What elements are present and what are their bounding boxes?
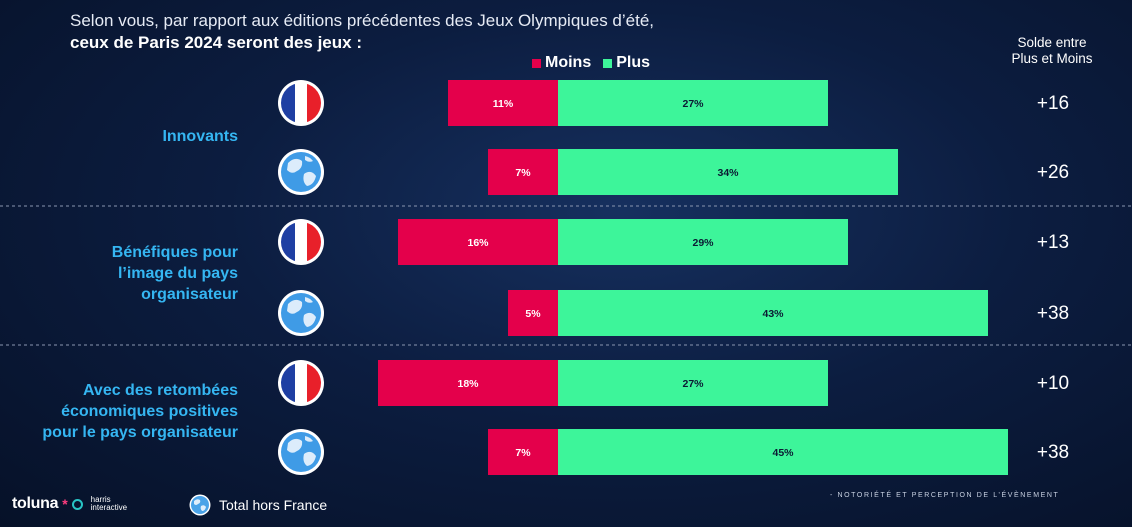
solde-header: Solde entre Plus et Moins: [992, 35, 1112, 67]
toluna-harris-logo: toluna * harris interactive: [12, 495, 127, 513]
legend-label-moins: Moins: [545, 54, 592, 71]
legend-swatch-plus: [603, 58, 613, 68]
solde-value: +16: [1037, 93, 1069, 114]
bar-label-plus: 27%: [682, 98, 704, 110]
group-label: économiques positives: [61, 403, 238, 420]
france-flag-icon: [278, 219, 324, 265]
globe-legend-icon: [189, 494, 211, 516]
bar-label-moins: 5%: [525, 308, 541, 320]
globe-legend-label: Total hors France: [219, 497, 328, 513]
chart-title-line1: Selon vous, par rapport aux éditions pré…: [70, 11, 655, 30]
bar-plus: [558, 429, 1008, 475]
harris-line2: interactive: [90, 503, 128, 512]
france-flag-icon: [278, 360, 324, 406]
group-label: Innovants: [162, 128, 238, 145]
bar-label-moins: 7%: [515, 167, 531, 179]
bar-plus: [558, 149, 898, 195]
solde-value: +38: [1037, 303, 1069, 324]
solde-header-line2: Plus et Moins: [1011, 51, 1093, 66]
bar-moins: [448, 80, 558, 126]
harris-line1: harris: [90, 495, 111, 504]
bar-label-moins: 16%: [467, 237, 489, 249]
bar-moins: [398, 219, 558, 265]
bar-label-plus: 45%: [772, 447, 794, 459]
toluna-wordmark: toluna: [12, 495, 59, 512]
solde-value: +26: [1037, 162, 1069, 183]
group-label: organisateur: [141, 286, 238, 303]
bar-label-plus: 43%: [762, 308, 784, 320]
chart-title-line2: ceux de Paris 2024 seront des jeux :: [70, 33, 362, 52]
globe-icon: [278, 290, 324, 336]
legend-swatch-moins: [532, 58, 541, 68]
group-label: l’image du pays: [118, 265, 238, 282]
bar-moins: [508, 290, 558, 336]
bar-label-moins: 7%: [515, 447, 531, 459]
bar-label-moins: 11%: [493, 98, 514, 110]
toluna-asterisk-icon: *: [62, 496, 68, 512]
globe-legend: Total hors France: [189, 494, 327, 516]
group-label: pour le pays organisateur: [42, 424, 238, 441]
bar-plus: [558, 219, 848, 265]
bar-plus: [558, 290, 988, 336]
bar-label-plus: 27%: [682, 378, 704, 390]
globe-icon: [278, 149, 324, 195]
bar-moins: [488, 149, 558, 195]
solde-value: +10: [1037, 373, 1069, 394]
bar-label-plus: 29%: [692, 237, 714, 249]
france-flag-icon: [278, 80, 324, 126]
group-label: Avec des retombées: [83, 382, 238, 399]
harris-ring-icon: [71, 498, 83, 510]
solde-header-line1: Solde entre: [1017, 35, 1087, 50]
legend-label-plus: Plus: [616, 54, 651, 71]
group-label: Bénéfiques pour: [112, 244, 238, 261]
bar-label-plus: 34%: [717, 167, 739, 179]
bar-moins: [378, 360, 558, 406]
solde-value: +38: [1037, 442, 1069, 463]
legend-item-plus: Plus: [603, 54, 650, 72]
bar-plus: [558, 80, 828, 126]
legend-item-moins: Moins: [532, 54, 591, 72]
bar-plus: [558, 360, 828, 406]
section-footer: - NOTORIÉTÉ ET PERCEPTION DE L’ÉVÈNEMENT: [830, 492, 1060, 499]
globe-icon: [278, 429, 324, 475]
bar-moins: [488, 429, 558, 475]
solde-value: +13: [1037, 232, 1069, 253]
bar-label-moins: 18%: [457, 378, 479, 390]
harris-interactive-label: harris interactive: [91, 496, 127, 512]
legend: Moins Plus: [532, 54, 650, 72]
